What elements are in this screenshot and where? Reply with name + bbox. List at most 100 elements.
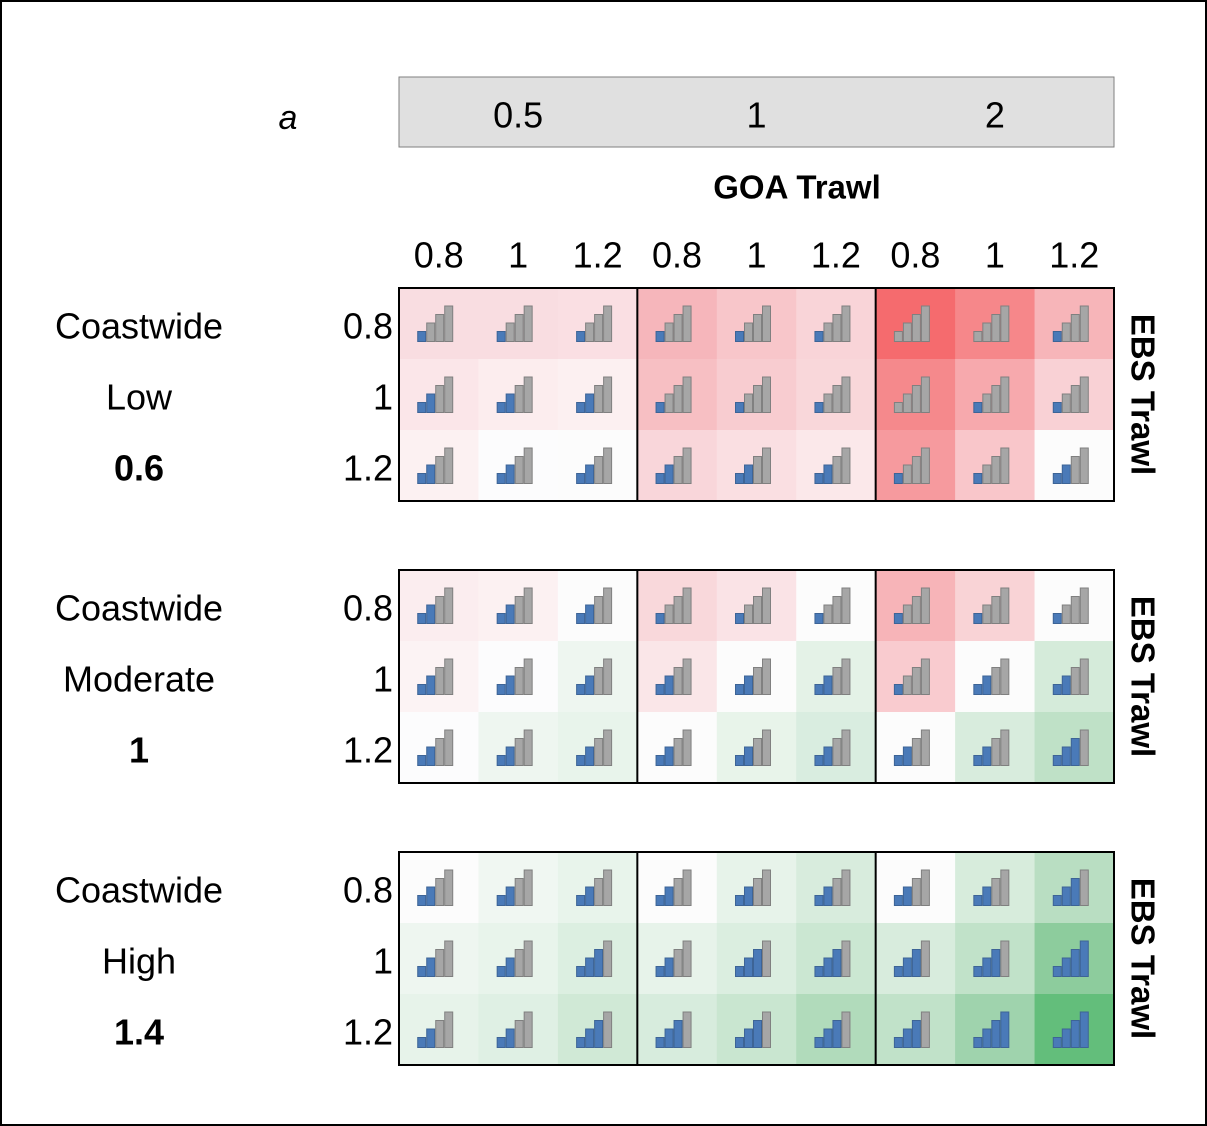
icon-bar [603, 729, 613, 766]
goa-value: 0.8 [890, 235, 940, 276]
a-value: 2 [985, 95, 1005, 136]
icon-bar [576, 895, 586, 906]
icon-bar [762, 658, 771, 695]
bar-icon [973, 1011, 1010, 1048]
icon-bar [594, 385, 604, 413]
icon-bar [973, 402, 983, 413]
icon-bar [841, 447, 851, 484]
icon-bar [664, 886, 674, 906]
bar-icon [814, 940, 851, 977]
bar-icon [973, 587, 1010, 624]
icon-bar [514, 878, 524, 906]
bar-icon [973, 869, 1010, 906]
icon-bar [1061, 604, 1071, 624]
icon-bar [426, 746, 436, 766]
icon-bar [1079, 376, 1089, 413]
icon-bar [1061, 464, 1071, 484]
bar-icon [735, 587, 771, 624]
icon-bar [444, 376, 454, 413]
icon-bar [585, 604, 595, 624]
bar-icon [655, 376, 692, 413]
bar-icon [496, 376, 533, 413]
icon-bar [841, 376, 851, 413]
icon-bar [576, 1037, 586, 1048]
icon-bar [426, 604, 436, 624]
bar-icon [576, 869, 613, 906]
icon-bar [664, 957, 674, 977]
icon-bar [911, 1020, 921, 1048]
bar-icon [1052, 1011, 1089, 1048]
bar-icon [814, 376, 851, 413]
icon-bar [735, 473, 744, 484]
bar-icon [893, 376, 930, 413]
icon-bar [911, 949, 921, 977]
icon-bar [973, 684, 983, 695]
icon-bar [1070, 314, 1080, 342]
icon-bar [576, 613, 586, 624]
bar-icon [973, 658, 1010, 695]
goa-value: 1.2 [1049, 235, 1099, 276]
icon-bar [982, 604, 992, 624]
icon-bar [1061, 393, 1071, 413]
icon-bar [735, 755, 744, 766]
bar-icon [735, 729, 771, 766]
icon-bar [417, 613, 427, 624]
icon-bar [1070, 385, 1080, 413]
icon-bar [585, 464, 595, 484]
panel-label: 1 [129, 730, 149, 771]
icon-bar [444, 729, 454, 766]
icon-bar [514, 667, 524, 695]
icon-bar [735, 895, 744, 906]
icon-bar [426, 886, 436, 906]
icon-bar [991, 667, 1001, 695]
icon-bar [841, 1011, 851, 1048]
icon-bar [664, 322, 674, 342]
icon-bar [594, 1020, 604, 1048]
bar-icon [655, 447, 692, 484]
icon-bar [655, 755, 665, 766]
icon-bar [1070, 456, 1080, 484]
icon-bar [417, 473, 427, 484]
bar-icon [496, 658, 533, 695]
icon-bar [426, 464, 436, 484]
icon-bar [576, 402, 586, 413]
icon-bar [435, 738, 445, 766]
icon-bar [496, 613, 506, 624]
icon-bar [920, 447, 930, 484]
icon-bar [603, 869, 613, 906]
icon-bar [744, 1028, 753, 1048]
icon-bar [982, 675, 992, 695]
icon-bar [920, 869, 930, 906]
icon-bar [603, 447, 613, 484]
bar-icon [735, 305, 771, 342]
icon-bar [1000, 869, 1010, 906]
icon-bar [673, 738, 683, 766]
row-label: 1 [373, 377, 393, 418]
bar-icon [1052, 447, 1089, 484]
icon-bar [1052, 895, 1062, 906]
icon-bar [762, 940, 771, 977]
icon-bar [594, 314, 604, 342]
icon-bar [426, 957, 436, 977]
bar-icon [1052, 587, 1089, 624]
icon-bar [1061, 746, 1071, 766]
row-label: 0.8 [343, 870, 393, 911]
icon-bar [744, 746, 753, 766]
icon-bar [920, 305, 930, 342]
panel-label: Low [106, 377, 173, 418]
icon-bar [1070, 596, 1080, 624]
icon-bar [655, 1037, 665, 1048]
icon-bar [514, 385, 524, 413]
bar-icon [496, 940, 533, 977]
panel-label: Coastwide [55, 588, 223, 629]
icon-bar [444, 305, 454, 342]
icon-bar [444, 658, 454, 695]
icon-bar [753, 667, 762, 695]
icon-bar [1052, 684, 1062, 695]
icon-bar [594, 667, 604, 695]
bar-icon [814, 869, 851, 906]
bar-icon [496, 305, 533, 342]
icon-bar [1061, 322, 1071, 342]
icon-bar [496, 755, 506, 766]
